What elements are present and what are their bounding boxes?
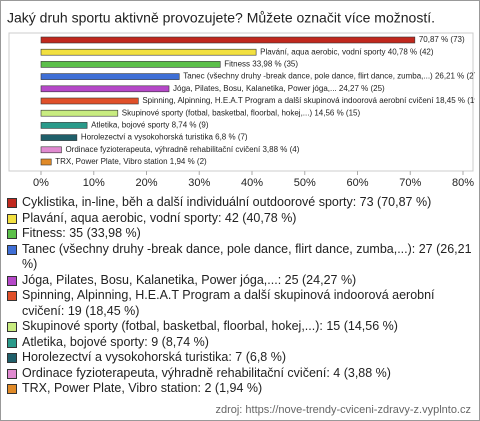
plot-frame	[8, 32, 474, 172]
x-tick-label: 60%	[346, 177, 368, 189]
legend-swatch	[7, 213, 17, 224]
legend-label: Tanec (všechny druhy -break dance, pole …	[22, 241, 472, 272]
bar-label: Skupinové sporty (fotbal, basketbal, flo…	[122, 108, 361, 117]
legend-item: Jóga, Pilates, Bosu, Kalanetika, Power j…	[7, 273, 473, 289]
bar-label: 70,87 % (73)	[419, 35, 465, 44]
legend-swatch	[7, 198, 17, 208]
bar	[40, 73, 180, 80]
legend-swatch	[7, 322, 17, 332]
legend-item: Spinning, Alpinning, H.E.A.T Program a d…	[7, 288, 473, 319]
bar-label: Jóga, Pilates, Bosu, Kalanetika, Power j…	[173, 84, 385, 93]
x-tick-label: 80%	[452, 177, 474, 189]
legend-swatch	[7, 244, 17, 255]
bar	[40, 85, 170, 93]
legend-item: Atletika, bojové sporty: 9 (8,74 %)	[7, 335, 473, 351]
x-tick-label: 50%	[294, 177, 316, 189]
legend-swatch	[7, 384, 17, 394]
x-tick-label: 20%	[135, 177, 157, 189]
legend-item: Fitness: 35 (33,98 %)	[7, 226, 473, 242]
legend-label: Cyklistika, in-line, běh a další individ…	[22, 195, 432, 209]
bar	[40, 48, 257, 56]
legend-item: Cyklistika, in-line, běh a další individ…	[7, 195, 473, 211]
legend-label: Ordinace fyzioterapeuta, výhradně rehabi…	[22, 365, 391, 380]
bar-label: Tanec (všechny druhy -break dance, pole …	[183, 72, 479, 81]
legend-item: Plavání, aqua aerobic, vodní sporty: 42 …	[7, 211, 473, 227]
legend-item: Ordinace fyzioterapeuta, výhradně rehabi…	[7, 366, 473, 382]
x-tick-label: 0%	[33, 177, 49, 189]
source: zdroj: https://nove-trendy-cviceni-zdrav…	[215, 404, 471, 416]
legend: Cyklistika, in-line, běh a další individ…	[7, 195, 473, 397]
bar-label: Ordinace fyzioterapeuta, výhradně rehabi…	[65, 145, 299, 154]
bar	[40, 97, 139, 105]
bar	[40, 134, 78, 141]
x-tick-label: 10%	[83, 177, 105, 189]
chart-plot: Jaký druh sportu aktivně provozujete? Mů…	[7, 10, 479, 189]
legend-label: Skupinové sporty (fotbal, basketbal, flo…	[22, 319, 398, 333]
legend-label: Atletika, bojové sporty: 9 (8,74 %)	[22, 334, 209, 349]
bar	[40, 158, 52, 166]
legend-label: Fitness: 35 (33,98 %)	[22, 226, 141, 240]
plot-area: 0% 10% 20% 30% 40% 50% 60% 70% 80% 70,87 % (73) Pl…	[33, 35, 479, 189]
legend-label: Spinning, Alpinning, H.E.A.T Program a d…	[22, 288, 435, 318]
bar-label: Horolezectví a vysokohorská turistika 6,…	[81, 133, 248, 142]
chart-title: Jaký druh sportu aktivně provozujete? Mů…	[7, 10, 435, 26]
legend-label: Plavání, aqua aerobic, vodní sporty: 42 …	[22, 210, 297, 225]
legend-label: Horolezectví a vysokohorská turistika: 7…	[22, 350, 286, 364]
bar	[40, 61, 221, 68]
bar-label: Fitness 33,98 % (35)	[224, 60, 298, 69]
legend-item: Tanec (všechny druhy -break dance, pole …	[7, 242, 473, 273]
legend-swatch	[7, 275, 17, 286]
legend-item: TRX, Power Plate, Vibro station: 2 (1,94…	[7, 381, 473, 397]
legend-swatch	[7, 291, 17, 301]
bar-label: Spinning, Alpinning, H.E.A.T Program a d…	[142, 96, 479, 105]
legend-label: TRX, Power Plate, Vibro station: 2 (1,94…	[22, 381, 263, 395]
legend-label: Jóga, Pilates, Bosu, Kalanetika, Power j…	[22, 272, 357, 287]
bar	[40, 109, 119, 117]
bar-label: Plavání, aqua aerobic, vodní sporty 40,7…	[260, 47, 434, 56]
bar	[40, 36, 416, 44]
legend-swatch	[7, 337, 17, 348]
legend-swatch	[7, 368, 17, 379]
legend-swatch	[7, 229, 17, 239]
bar	[40, 146, 62, 154]
bar	[40, 122, 88, 129]
x-tick-label: 30%	[188, 177, 210, 189]
legend-item: Horolezectví a vysokohorská turistika: 7…	[7, 350, 473, 366]
legend-swatch	[7, 353, 17, 363]
bar-label: TRX, Power Plate, Vibro station 1,94 % (…	[55, 157, 207, 166]
bar-label: Atletika, bojové sporty 8,74 % (9)	[91, 121, 209, 130]
x-tick-label: 70%	[399, 177, 421, 189]
legend-item: Skupinové sporty (fotbal, basketbal, flo…	[7, 319, 473, 335]
x-tick-label: 40%	[241, 177, 263, 189]
